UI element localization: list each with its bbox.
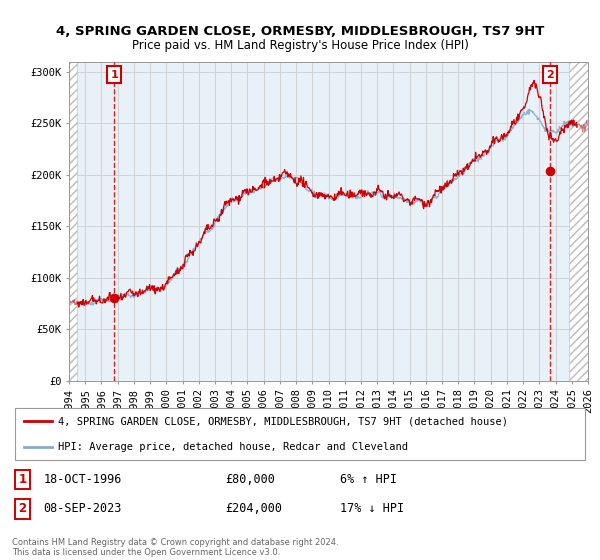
Text: 1: 1 [110, 69, 118, 80]
Text: 4, SPRING GARDEN CLOSE, ORMESBY, MIDDLESBROUGH, TS7 9HT: 4, SPRING GARDEN CLOSE, ORMESBY, MIDDLES… [56, 25, 544, 38]
Text: 08-SEP-2023: 08-SEP-2023 [44, 502, 122, 515]
FancyBboxPatch shape [15, 408, 585, 460]
Text: 2: 2 [19, 502, 26, 515]
Text: 2: 2 [547, 69, 554, 80]
Text: Contains HM Land Registry data © Crown copyright and database right 2024.
This d: Contains HM Land Registry data © Crown c… [12, 538, 338, 557]
Text: 4, SPRING GARDEN CLOSE, ORMESBY, MIDDLESBROUGH, TS7 9HT (detached house): 4, SPRING GARDEN CLOSE, ORMESBY, MIDDLES… [58, 416, 508, 426]
Text: £204,000: £204,000 [225, 502, 282, 515]
Text: 6% ↑ HPI: 6% ↑ HPI [340, 473, 397, 486]
Point [110, 294, 119, 303]
Text: HPI: Average price, detached house, Redcar and Cleveland: HPI: Average price, detached house, Redc… [58, 442, 408, 452]
Text: 17% ↓ HPI: 17% ↓ HPI [340, 502, 404, 515]
Bar [569, 62, 588, 381]
Text: £80,000: £80,000 [225, 473, 275, 486]
Text: 18-OCT-1996: 18-OCT-1996 [44, 473, 122, 486]
Text: 1: 1 [19, 473, 26, 486]
Bar [69, 62, 77, 381]
Point [545, 166, 555, 175]
Text: Price paid vs. HM Land Registry's House Price Index (HPI): Price paid vs. HM Land Registry's House … [131, 39, 469, 52]
